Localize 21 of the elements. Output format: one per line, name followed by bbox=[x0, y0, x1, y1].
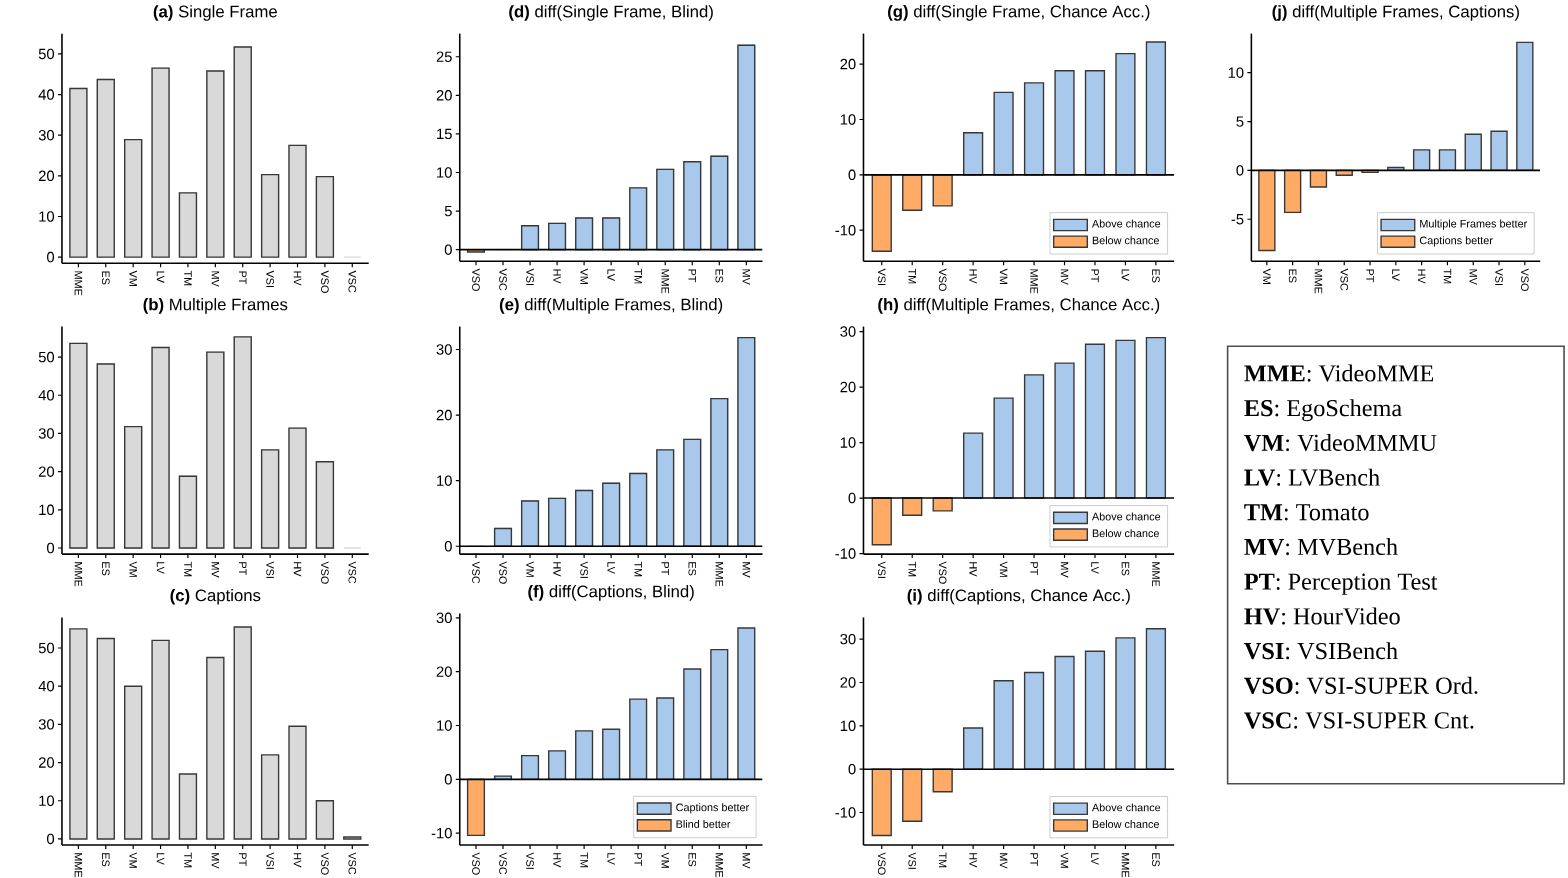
text: VM: VideoMMMU bbox=[1244, 433, 1437, 451]
text: PT: Perception Test bbox=[1244, 573, 1438, 595]
chart-title: (d) diff(Single Frame, Blind) bbox=[509, 4, 713, 21]
chart-title: (e) diff(Multiple Frames, Blind) bbox=[499, 297, 723, 314]
text: VSO: VSI-SUPER Ord. bbox=[1244, 676, 1478, 694]
chart-title: (f) diff(Captions, Blind) bbox=[528, 584, 694, 601]
chart-title: (j) diff(Multiple Frames, Captions) bbox=[1272, 4, 1519, 21]
text: MME: VideoMME bbox=[1244, 364, 1434, 382]
text: VSC: VSI-SUPER Cnt. bbox=[1244, 711, 1474, 729]
chart-title: (g) diff(Single Frame, Chance Acc.) bbox=[888, 4, 1150, 21]
chart-title: (i) diff(Captions, Chance Acc.) bbox=[907, 588, 1130, 605]
text: LV: LVBench bbox=[1244, 468, 1380, 486]
text: HV: HourVideo bbox=[1244, 607, 1400, 625]
text: ES: EgoSchema bbox=[1244, 398, 1402, 421]
text: TM: Tomato bbox=[1244, 503, 1369, 521]
chart-title: (c) Captions bbox=[170, 588, 261, 605]
text: VSI: VSIBench bbox=[1244, 641, 1398, 659]
text: MV: MVBench bbox=[1244, 537, 1398, 555]
chart-title: (h) diff(Multiple Frames, Chance Acc.) bbox=[878, 297, 1160, 314]
chart-title: (a) Single Frame bbox=[153, 4, 277, 21]
chart-title: (b) Multiple Frames bbox=[143, 297, 288, 314]
